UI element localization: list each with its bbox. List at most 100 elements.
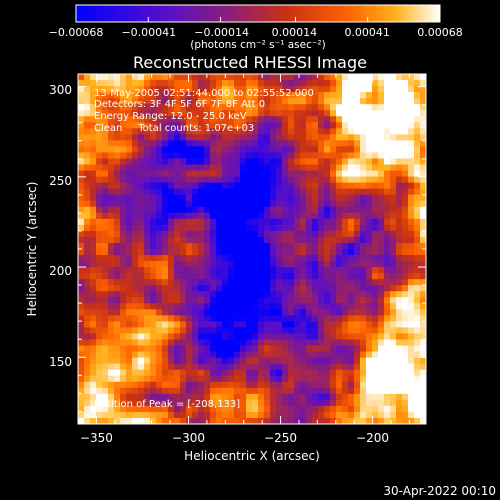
heatmap-cell [210, 92, 217, 99]
heatmap-cell [126, 230, 133, 238]
heatmap-cell [198, 110, 205, 117]
heatmap-cell [420, 158, 426, 166]
heatmap-cell [216, 381, 223, 389]
heatmap-cell [306, 170, 313, 178]
heatmap-cell [360, 345, 367, 353]
heatmap-cell [126, 381, 133, 389]
heatmap-cell [96, 128, 103, 135]
heatmap-cell [288, 164, 295, 172]
heatmap-cell [150, 249, 157, 256]
heatmap-cell [252, 357, 259, 365]
heatmap-cell [216, 327, 223, 335]
heatmap-cell [408, 206, 415, 214]
heatmap-cell [300, 399, 307, 407]
heatmap-cell [180, 291, 187, 298]
heatmap-cell [366, 92, 373, 99]
heatmap-cell [180, 74, 187, 81]
heatmap-cell [180, 327, 187, 335]
heatmap-cell [84, 327, 91, 335]
heatmap-cell [402, 381, 409, 389]
heatmap-cell [102, 182, 109, 190]
heatmap-cell [198, 128, 205, 135]
heatmap-cell [198, 297, 205, 304]
heatmap-cell [102, 387, 109, 395]
heatmap-cell [114, 116, 121, 123]
heatmap-cell [210, 74, 217, 81]
heatmap-cell [120, 182, 127, 190]
heatmap-cell [288, 134, 295, 141]
heatmap-cell [366, 122, 373, 129]
heatmap-cell [186, 303, 193, 310]
heatmap-cell [222, 303, 229, 310]
heatmap-cell [192, 309, 199, 316]
heatmap-cell [186, 194, 193, 202]
heatmap-cell [336, 309, 343, 316]
heatmap-cell [414, 285, 421, 292]
heatmap-cell [210, 116, 217, 123]
heatmap-cell [336, 411, 343, 419]
heatmap-cell [330, 164, 337, 172]
heatmap-cell [384, 212, 391, 220]
heatmap-cell [222, 194, 229, 202]
heatmap-cell [192, 92, 199, 99]
heatmap-cell [300, 98, 307, 105]
heatmap-cell [264, 74, 271, 81]
heatmap-cell [252, 194, 259, 202]
heatmap-cell [324, 255, 331, 262]
heatmap-cell [384, 194, 391, 202]
heatmap-cell [420, 273, 426, 280]
heatmap-cell [300, 158, 307, 166]
heatmap-cell [402, 357, 409, 365]
heatmap-cell [282, 303, 289, 310]
heatmap-cell [84, 176, 91, 184]
heatmap-cell [306, 158, 313, 166]
heatmap-cell [84, 212, 91, 220]
heatmap-cell [306, 255, 313, 262]
heatmap-cell [282, 86, 289, 93]
heatmap-cell [198, 212, 205, 220]
heatmap-cell [354, 267, 361, 274]
heatmap-cell [324, 387, 331, 395]
heatmap-cell [414, 74, 421, 81]
heatmap-cell [216, 417, 223, 424]
heatmap-cell [258, 345, 265, 353]
heatmap-cell [174, 218, 181, 226]
heatmap-cell [180, 333, 187, 341]
heatmap-cell [138, 333, 145, 341]
heatmap-cell [294, 303, 301, 310]
heatmap-cell [282, 399, 289, 407]
heatmap-cell [300, 255, 307, 262]
heatmap-cell [420, 375, 426, 383]
heatmap-cell [144, 309, 151, 316]
heatmap-cell [252, 110, 259, 117]
heatmap-cell [132, 176, 139, 184]
heatmap-cell [282, 104, 289, 111]
heatmap-cell [96, 212, 103, 220]
heatmap-cell [180, 303, 187, 310]
heatmap-cell [372, 321, 379, 329]
heatmap-cell [84, 230, 91, 238]
heatmap-cell [294, 351, 301, 359]
heatmap-cell [84, 152, 91, 160]
heatmap-cell [240, 134, 247, 141]
heatmap-cell [144, 134, 151, 141]
heatmap-cell [396, 98, 403, 105]
heatmap-cell [84, 92, 91, 99]
heatmap-cell [396, 351, 403, 359]
heatmap-cell [402, 146, 409, 154]
heatmap-cell [138, 236, 145, 244]
heatmap-cell [84, 140, 91, 148]
heatmap-cell [156, 273, 163, 280]
heatmap-cell [306, 134, 313, 141]
heatmap-cell [390, 405, 397, 413]
heatmap-cell [102, 357, 109, 365]
heatmap-cell [258, 339, 265, 347]
heatmap-cell [144, 381, 151, 389]
heatmap-cell [174, 345, 181, 353]
heatmap-cell [120, 218, 127, 226]
heatmap-cell [342, 345, 349, 353]
heatmap-cell [408, 357, 415, 365]
heatmap-cell [180, 86, 187, 93]
heatmap-cell [252, 375, 259, 383]
